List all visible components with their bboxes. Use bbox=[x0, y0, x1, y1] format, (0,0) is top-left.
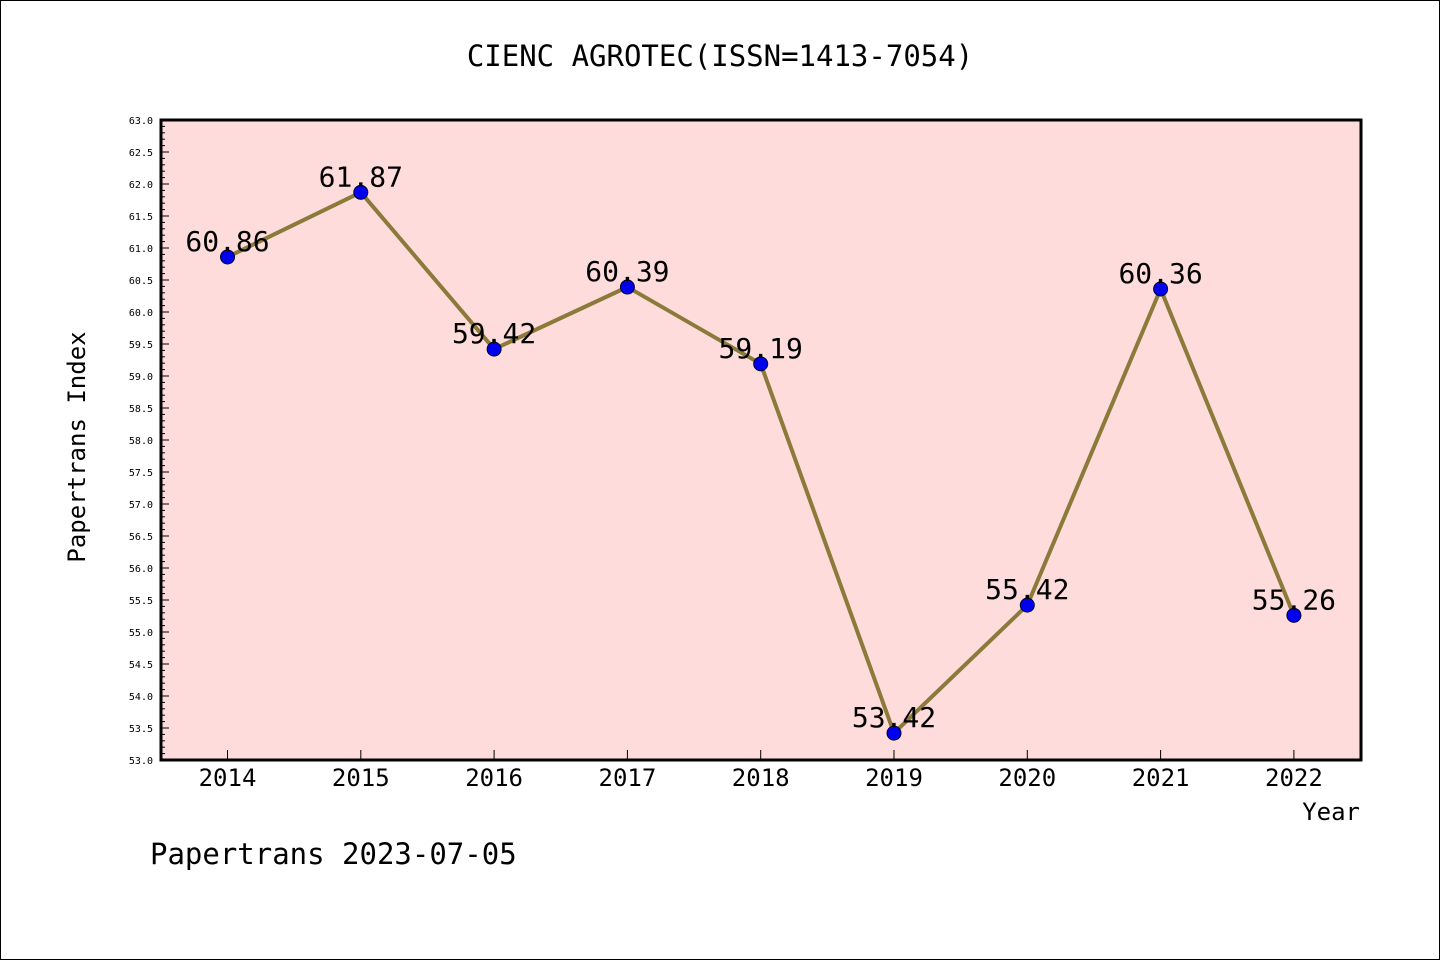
data-point bbox=[1286, 607, 1302, 623]
x-tick-label: 2019 bbox=[865, 764, 923, 792]
y-tick-label: 54.0 bbox=[129, 692, 153, 703]
data-label: 60.39 bbox=[585, 255, 669, 288]
data-point bbox=[886, 725, 902, 741]
data-label: 59.42 bbox=[452, 317, 536, 350]
y-tick-label: 62.5 bbox=[129, 148, 153, 159]
data-point bbox=[1153, 281, 1169, 297]
data-label: 60.86 bbox=[185, 225, 269, 258]
x-tick-label: 2016 bbox=[465, 764, 523, 792]
data-label: 61.87 bbox=[319, 160, 403, 193]
data-point bbox=[619, 279, 635, 295]
y-tick-label: 61.5 bbox=[129, 212, 153, 223]
y-axis: 53.0 53.5 54.0 54.5 55.0 55.5 56.0 56.5 57.0 57.5… bbox=[129, 116, 169, 767]
data-point bbox=[353, 184, 369, 200]
x-axis: 2014 2015 2016 2017 2018 2019 2020 2021 2022 bbox=[199, 750, 1323, 792]
data-point bbox=[1019, 597, 1035, 613]
y-tick-label: 53.0 bbox=[129, 756, 153, 767]
chart-title: CIENC AGROTEC(ISSN=1413-7054) bbox=[467, 39, 973, 73]
y-tick-label: 57.5 bbox=[129, 468, 153, 479]
plot-area bbox=[161, 120, 1361, 760]
x-tick-label: 2014 bbox=[199, 764, 257, 792]
y-tick-label: 59.0 bbox=[129, 372, 153, 383]
data-point bbox=[220, 249, 235, 265]
footer-text: Papertrans 2023-07-05 bbox=[150, 837, 517, 871]
y-tick-label: 56.0 bbox=[129, 564, 153, 575]
y-tick-label: 62.0 bbox=[129, 180, 153, 191]
x-tick-label: 2018 bbox=[732, 764, 790, 792]
y-axis-label: Papertrans Index bbox=[63, 331, 91, 562]
x-tick-label: 2015 bbox=[332, 764, 390, 792]
x-tick-label: 2022 bbox=[1265, 764, 1323, 792]
plot-border bbox=[159, 118, 1363, 762]
y-tick-label: 58.5 bbox=[129, 404, 153, 415]
x-tick-label: 2020 bbox=[998, 764, 1056, 792]
y-tick-label: 54.5 bbox=[129, 660, 153, 671]
data-label: 55.42 bbox=[985, 573, 1069, 606]
y-tick-label: 59.5 bbox=[129, 340, 153, 351]
data-labels: 60.86 61.87 59.42 60.39 59.19 53.42 55.42 60.36… bbox=[185, 160, 1336, 734]
y-tick-label: 58.0 bbox=[129, 436, 153, 447]
y-tick-label: 63.0 bbox=[129, 116, 153, 127]
data-point bbox=[486, 341, 502, 357]
x-axis-label: Year bbox=[1302, 798, 1360, 826]
y-tick-label: 60.5 bbox=[129, 276, 153, 287]
x-tick-label: 2021 bbox=[1132, 764, 1190, 792]
data-point bbox=[753, 356, 769, 372]
data-label: 55.26 bbox=[1252, 583, 1336, 616]
y-tick-label: 56.5 bbox=[129, 532, 153, 543]
y-tick-label: 55.0 bbox=[129, 628, 153, 639]
y-tick-label: 57.0 bbox=[129, 500, 153, 511]
y-tick-label: 53.5 bbox=[129, 724, 153, 735]
data-label: 59.19 bbox=[719, 332, 803, 365]
y-tick-label: 60.0 bbox=[129, 308, 153, 319]
y-tick-label: 55.5 bbox=[129, 596, 153, 607]
y-tick-label: 61.0 bbox=[129, 244, 153, 255]
data-label: 53.42 bbox=[852, 701, 936, 734]
data-label: 60.36 bbox=[1118, 257, 1202, 290]
data-points bbox=[220, 184, 1302, 741]
x-tick-label: 2017 bbox=[599, 764, 657, 792]
